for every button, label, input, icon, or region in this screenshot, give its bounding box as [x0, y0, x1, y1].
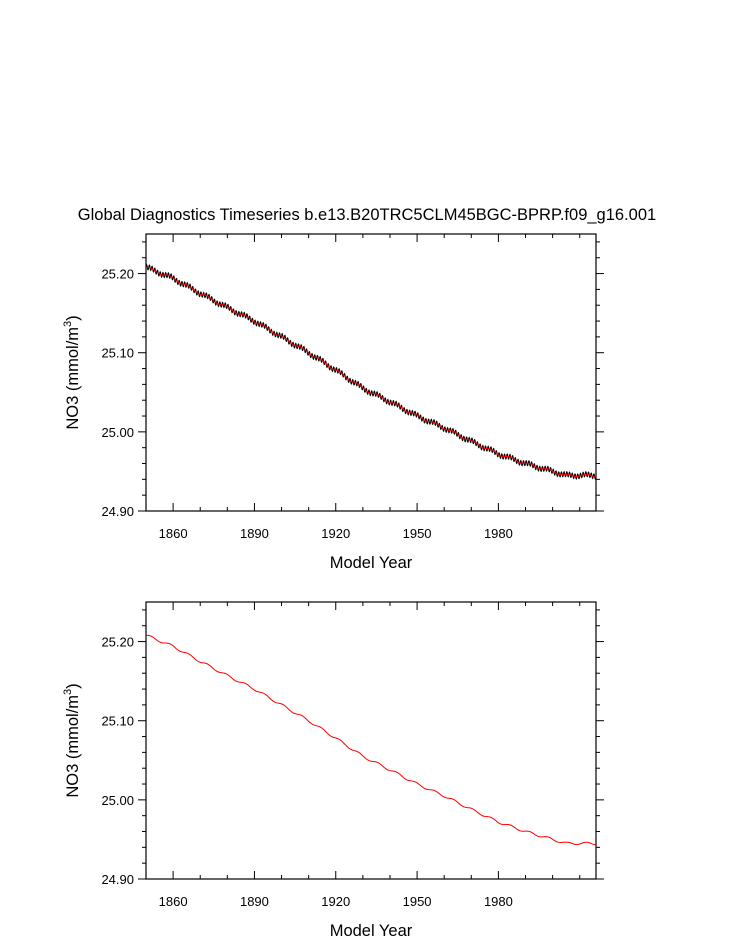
x-tick-label: 1920	[321, 894, 350, 909]
y-tick-label: 25.20	[101, 267, 134, 282]
y-tick-label: 25.20	[101, 635, 134, 650]
x-tick-label: 1950	[403, 526, 432, 541]
y-axis-label-main: NO3 (mmol/m	[64, 695, 82, 798]
y-tick-label: 25.00	[101, 425, 134, 440]
series-annual-line	[145, 266, 597, 478]
x-axis-label: Model Year	[330, 554, 413, 572]
x-tick-label: 1860	[159, 526, 188, 541]
series-monthly-line	[145, 263, 597, 480]
x-tick-label: 1860	[159, 894, 188, 909]
x-tick-label: 1950	[403, 894, 432, 909]
x-tick-label: 1920	[321, 526, 350, 541]
series-annual-line	[145, 634, 597, 846]
y-tick-label: 25.00	[101, 793, 134, 808]
x-tick-label: 1890	[240, 526, 269, 541]
y-axis-label-close: )	[64, 683, 82, 689]
x-axis-label: Model Year	[330, 922, 413, 940]
y-axis-label: NO3 (mmol/m3)	[62, 683, 82, 797]
y-axis-label-sup: 3	[62, 321, 74, 327]
panel-bottom: 1860 1890 1920 1950 1980 24.90 25.00 25.10 25.20…	[62, 601, 604, 940]
y-tick-label: 24.90	[101, 504, 134, 519]
panel-top: 1860 1890 1920 1950 1980 24.90 25.00 25.10 25.20…	[62, 233, 604, 572]
chart-title: Global Diagnostics Timeseries b.e13.B20T…	[78, 206, 656, 224]
y-tick-label: 24.90	[101, 872, 134, 887]
x-tick-label: 1980	[484, 894, 513, 909]
plot-frame	[145, 233, 597, 512]
y-axis-label-close: )	[64, 315, 82, 321]
plot-frame	[145, 601, 597, 880]
y-axis-label-main: NO3 (mmol/m	[64, 327, 82, 430]
y-tick-label: 25.10	[101, 346, 134, 361]
x-tick-label: 1890	[240, 894, 269, 909]
y-axis-label-sup: 3	[62, 689, 74, 695]
x-tick-label: 1980	[484, 526, 513, 541]
y-axis-label: NO3 (mmol/m3)	[62, 315, 82, 429]
y-tick-label: 25.10	[101, 714, 134, 729]
